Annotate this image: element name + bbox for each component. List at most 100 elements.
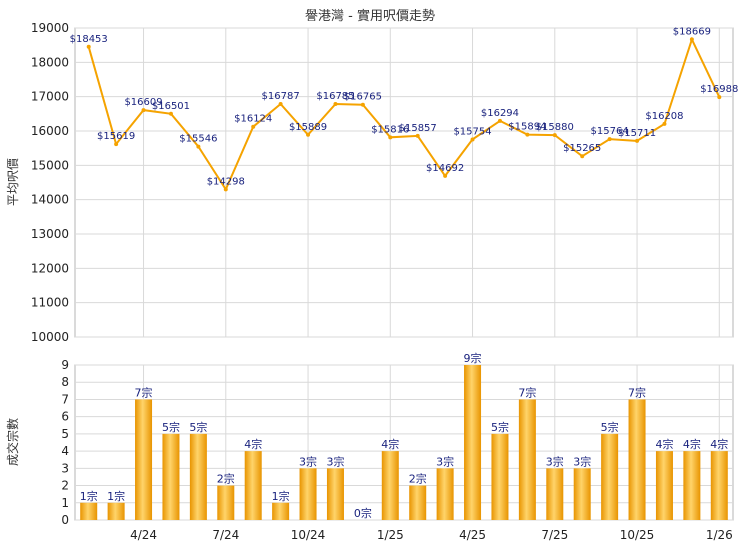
price-points: [86, 37, 722, 192]
price-data-label: $15816: [371, 124, 409, 135]
line-y-ticks: 10000 11000 12000 13000 14000 15000 16000 17000…: [31, 21, 69, 344]
price-data-label: $15546: [179, 134, 217, 145]
volume-data-label: 7宗: [135, 385, 153, 399]
volume-data-label: 4宗: [244, 437, 262, 451]
volume-bar: [409, 485, 427, 520]
x-tick-label: 4/25: [459, 528, 486, 542]
volume-data-label: 3宗: [299, 454, 317, 468]
price-point: [552, 133, 557, 138]
volume-data-labels: 1宗 1宗 7宗 5宗 5宗 2宗 4宗 1宗 3宗 3宗 0宗 4宗 2宗 3宗 9宗 5宗 7宗 3宗 3宗 5宗…: [80, 351, 729, 520]
volume-data-label: 1宗: [107, 489, 125, 503]
volume-data-label: 4宗: [381, 437, 399, 451]
price-point: [278, 101, 283, 106]
price-data-label: $16988: [700, 84, 738, 95]
price-data-label: $18669: [673, 26, 711, 37]
price-point: [388, 135, 393, 140]
volume-data-label: 3宗: [546, 454, 564, 468]
volume-bar: [272, 502, 290, 520]
bar-y-tick-label: 1: [61, 496, 69, 510]
price-data-label: $15764: [591, 126, 629, 137]
price-point: [497, 118, 502, 123]
line-y-axis-label: 平均呎價: [6, 158, 20, 206]
bar-y-tick-label: 0: [61, 513, 69, 527]
price-data-label: $15857: [399, 123, 437, 134]
chart-title: 譽港灣 - 實用呎價走勢: [305, 8, 435, 24]
line-y-tick-label: 10000: [31, 330, 69, 344]
price-data-label: $16501: [152, 101, 190, 112]
line-y-tick-label: 13000: [31, 227, 69, 241]
volume-bar: [464, 365, 482, 520]
price-data-labels: $18453 $15619 $16609$16501 $15546 $14298 $161…: [70, 26, 739, 187]
bar-y-tick-label: 2: [61, 479, 69, 493]
price-point: [662, 121, 667, 126]
line-y-tick-label: 15000: [31, 158, 69, 172]
bar-plot-area: [74, 364, 734, 521]
price-data-label: $15619: [97, 131, 135, 142]
volume-bar: [518, 399, 536, 520]
price-series-line: [87, 36, 721, 192]
volume-data-label: 3宗: [436, 454, 454, 468]
x-tick-label: 10/25: [620, 528, 655, 542]
volume-bar: [573, 468, 591, 520]
volume-data-label: 7宗: [628, 385, 646, 399]
price-data-label: $16765: [344, 92, 382, 103]
bar-y-tick-label: 9: [61, 358, 69, 372]
line-plot-area: [74, 27, 734, 338]
volume-data-label: 9宗: [464, 351, 482, 365]
volume-data-label: 3宗: [573, 454, 591, 468]
volume-bar: [381, 451, 399, 520]
price-point: [580, 154, 585, 159]
price-data-label: $14298: [207, 176, 245, 187]
price-point: [168, 111, 173, 116]
price-data-label: $16785: [316, 91, 354, 102]
price-point: [306, 132, 311, 137]
volume-bar: [491, 433, 509, 520]
volume-bar: [436, 468, 454, 520]
line-grid: [75, 27, 733, 338]
price-point: [114, 142, 119, 147]
bar-y-tick-label: 4: [61, 444, 69, 458]
price-data-label: $15880: [536, 122, 574, 133]
volume-bar: [189, 433, 207, 520]
volume-data-label: 4宗: [710, 437, 728, 451]
volume-bar: [683, 451, 701, 520]
price-data-label: $16609: [124, 97, 162, 108]
price-data-label: $14692: [426, 163, 464, 174]
volume-bar: [710, 451, 728, 520]
bar-y-tick-label: 6: [61, 410, 69, 424]
volume-data-label: 1宗: [272, 489, 290, 503]
price-data-label: $15711: [618, 128, 656, 139]
price-point: [360, 102, 365, 107]
price-data-label: $16294: [481, 108, 519, 119]
price-point: [689, 37, 694, 42]
bar-y-tick-label: 8: [61, 375, 69, 389]
line-y-tick-label: 19000: [31, 21, 69, 35]
volume-data-label: 2宗: [217, 472, 235, 486]
line-y-tick-label: 18000: [31, 55, 69, 69]
volume-data-label: 1宗: [80, 489, 98, 503]
price-point: [607, 137, 612, 142]
bar-y-ticks: 0 1 2 3 4 5 6 7 8 9: [61, 358, 69, 527]
volume-bar: [546, 468, 564, 520]
volume-bar: [628, 399, 646, 520]
volume-bars: [80, 365, 728, 520]
bar-y-tick-label: 3: [61, 461, 69, 475]
line-y-tick-label: 16000: [31, 124, 69, 138]
price-data-label: $15889: [289, 122, 327, 133]
volume-data-label: 5宗: [162, 420, 180, 434]
price-point: [635, 138, 640, 143]
volume-data-label: 2宗: [409, 472, 427, 486]
x-tick-label: 10/24: [291, 528, 326, 542]
volume-bar: [326, 468, 344, 520]
x-tick-label: 4/24: [130, 528, 157, 542]
bar-y-tick-label: 5: [61, 427, 69, 441]
volume-bar: [162, 433, 180, 520]
price-point: [196, 144, 201, 149]
price-data-label: $15265: [563, 143, 601, 154]
price-point: [443, 173, 448, 178]
price-point: [141, 108, 146, 113]
line-y-tick-label: 17000: [31, 90, 69, 104]
price-point: [415, 133, 420, 138]
x-tick-label: 7/24: [212, 528, 239, 542]
